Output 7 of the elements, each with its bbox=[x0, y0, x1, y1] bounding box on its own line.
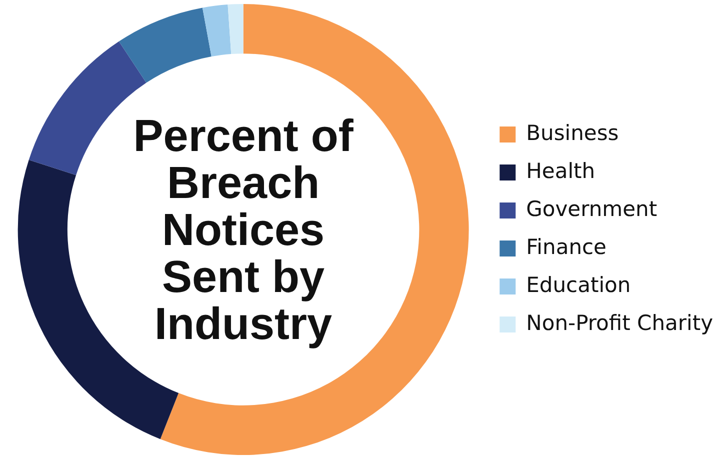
legend-label: Finance bbox=[526, 234, 606, 259]
legend-label: Education bbox=[526, 272, 631, 297]
legend-label: Business bbox=[526, 120, 619, 145]
legend-label: Health bbox=[526, 158, 596, 183]
legend-label: Non-Profit Charity bbox=[526, 310, 714, 335]
legend-label: Government bbox=[526, 196, 658, 221]
text: Percent of Breach Notices Sent by Industry bbox=[132, 110, 354, 349]
